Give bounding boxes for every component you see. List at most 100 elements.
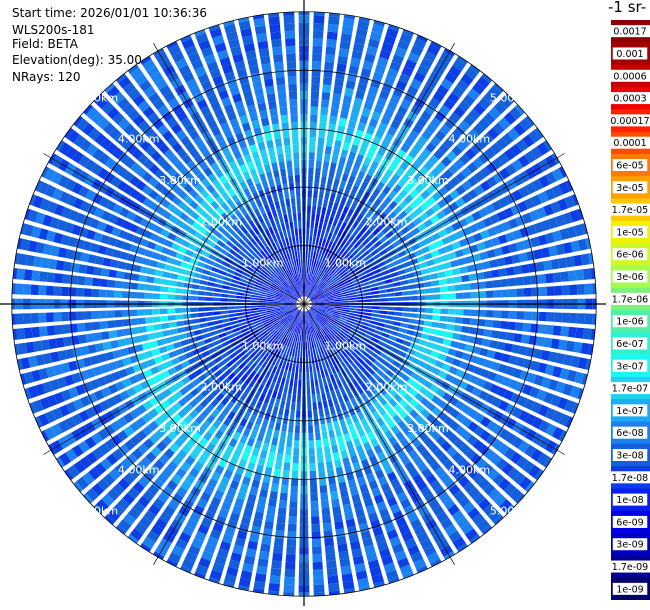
data-gate	[213, 262, 222, 269]
data-gate	[535, 261, 545, 272]
data-gate	[161, 246, 171, 255]
data-gate	[99, 289, 107, 298]
data-gate	[174, 236, 184, 245]
data-gate	[61, 389, 72, 402]
data-gate	[283, 281, 290, 288]
data-gate	[340, 291, 349, 295]
data-gate	[255, 182, 263, 192]
data-gate	[309, 309, 315, 316]
data-gate	[207, 321, 216, 327]
data-gate	[79, 139, 92, 152]
data-gate	[129, 528, 144, 541]
data-gate	[287, 531, 297, 540]
data-gate	[356, 311, 365, 315]
colorbar-label-bg	[610, 560, 650, 573]
data-gate	[278, 239, 284, 248]
data-gate	[329, 225, 336, 234]
data-gate	[228, 313, 237, 318]
data-gate	[537, 274, 547, 284]
data-gate	[95, 342, 105, 353]
data-gate	[318, 129, 326, 139]
data-gate	[321, 207, 327, 216]
data-gate	[313, 228, 318, 237]
data-gate	[478, 498, 491, 511]
data-gate	[100, 363, 111, 374]
data-gate	[511, 254, 521, 264]
data-gate	[268, 583, 280, 592]
data-gate	[353, 404, 362, 414]
data-gate	[414, 183, 425, 194]
data-gate	[544, 188, 556, 201]
data-gate	[182, 295, 191, 301]
data-gate	[388, 200, 398, 210]
data-gate	[300, 311, 303, 319]
data-gate	[132, 501, 146, 514]
data-gate	[194, 571, 206, 579]
data-gate	[94, 462, 107, 476]
data-gate	[281, 255, 287, 263]
data-gate	[528, 262, 538, 273]
data-gate	[335, 70, 346, 80]
data-gate	[470, 143, 482, 155]
data-gate	[258, 550, 270, 560]
data-gate	[53, 364, 64, 376]
range-label: 2.00km	[366, 381, 408, 394]
data-gate	[165, 256, 175, 265]
colorbar-label-bg	[612, 248, 648, 261]
data-gate	[142, 490, 155, 502]
data-gate	[388, 235, 398, 244]
data-gate	[309, 266, 313, 275]
data-gate	[286, 339, 292, 347]
data-gate	[168, 214, 179, 224]
data-gate	[286, 289, 293, 295]
data-gate	[297, 290, 301, 298]
data-gate	[350, 540, 361, 551]
data-gate	[305, 357, 309, 365]
data-gate	[501, 289, 509, 298]
data-gate	[258, 274, 267, 280]
data-gate	[324, 291, 332, 296]
data-gate	[42, 214, 53, 227]
data-gate	[464, 448, 477, 460]
data-gate	[340, 340, 348, 348]
data-gate	[469, 282, 479, 290]
data-gate	[147, 332, 156, 341]
data-gate	[377, 221, 387, 231]
data-gate	[472, 82, 485, 95]
data-gate	[321, 238, 327, 247]
data-gate	[325, 310, 334, 314]
data-gate	[329, 437, 337, 446]
data-gate	[66, 401, 77, 414]
data-gate	[248, 324, 256, 330]
data-gate	[265, 246, 272, 254]
colorbar-tick-label: 6e-05	[616, 161, 643, 172]
data-gate	[332, 262, 339, 270]
data-gate	[266, 306, 274, 309]
data-gate	[571, 402, 579, 414]
data-gate	[202, 220, 211, 230]
data-gate	[241, 258, 250, 265]
data-gate	[392, 414, 402, 424]
data-gate	[398, 398, 408, 408]
data-gate	[261, 360, 268, 369]
data-gate	[498, 478, 511, 491]
data-gate	[491, 269, 500, 278]
data-gate	[592, 283, 597, 295]
data-gate	[306, 266, 309, 274]
data-gate	[434, 239, 444, 248]
data-gate	[286, 53, 296, 62]
colorbar-label-bg	[610, 382, 650, 395]
data-gate	[413, 525, 426, 537]
data-gate	[115, 239, 125, 249]
data-gate	[312, 546, 322, 555]
data-gate	[182, 71, 195, 83]
data-gate	[364, 210, 373, 220]
data-gate	[320, 230, 325, 239]
data-gate	[238, 523, 250, 533]
data-gate	[241, 275, 249, 281]
data-gate	[366, 257, 375, 264]
data-gate	[106, 85, 120, 99]
data-gate	[291, 295, 298, 300]
data-gate	[499, 96, 512, 109]
data-gate	[357, 411, 365, 421]
